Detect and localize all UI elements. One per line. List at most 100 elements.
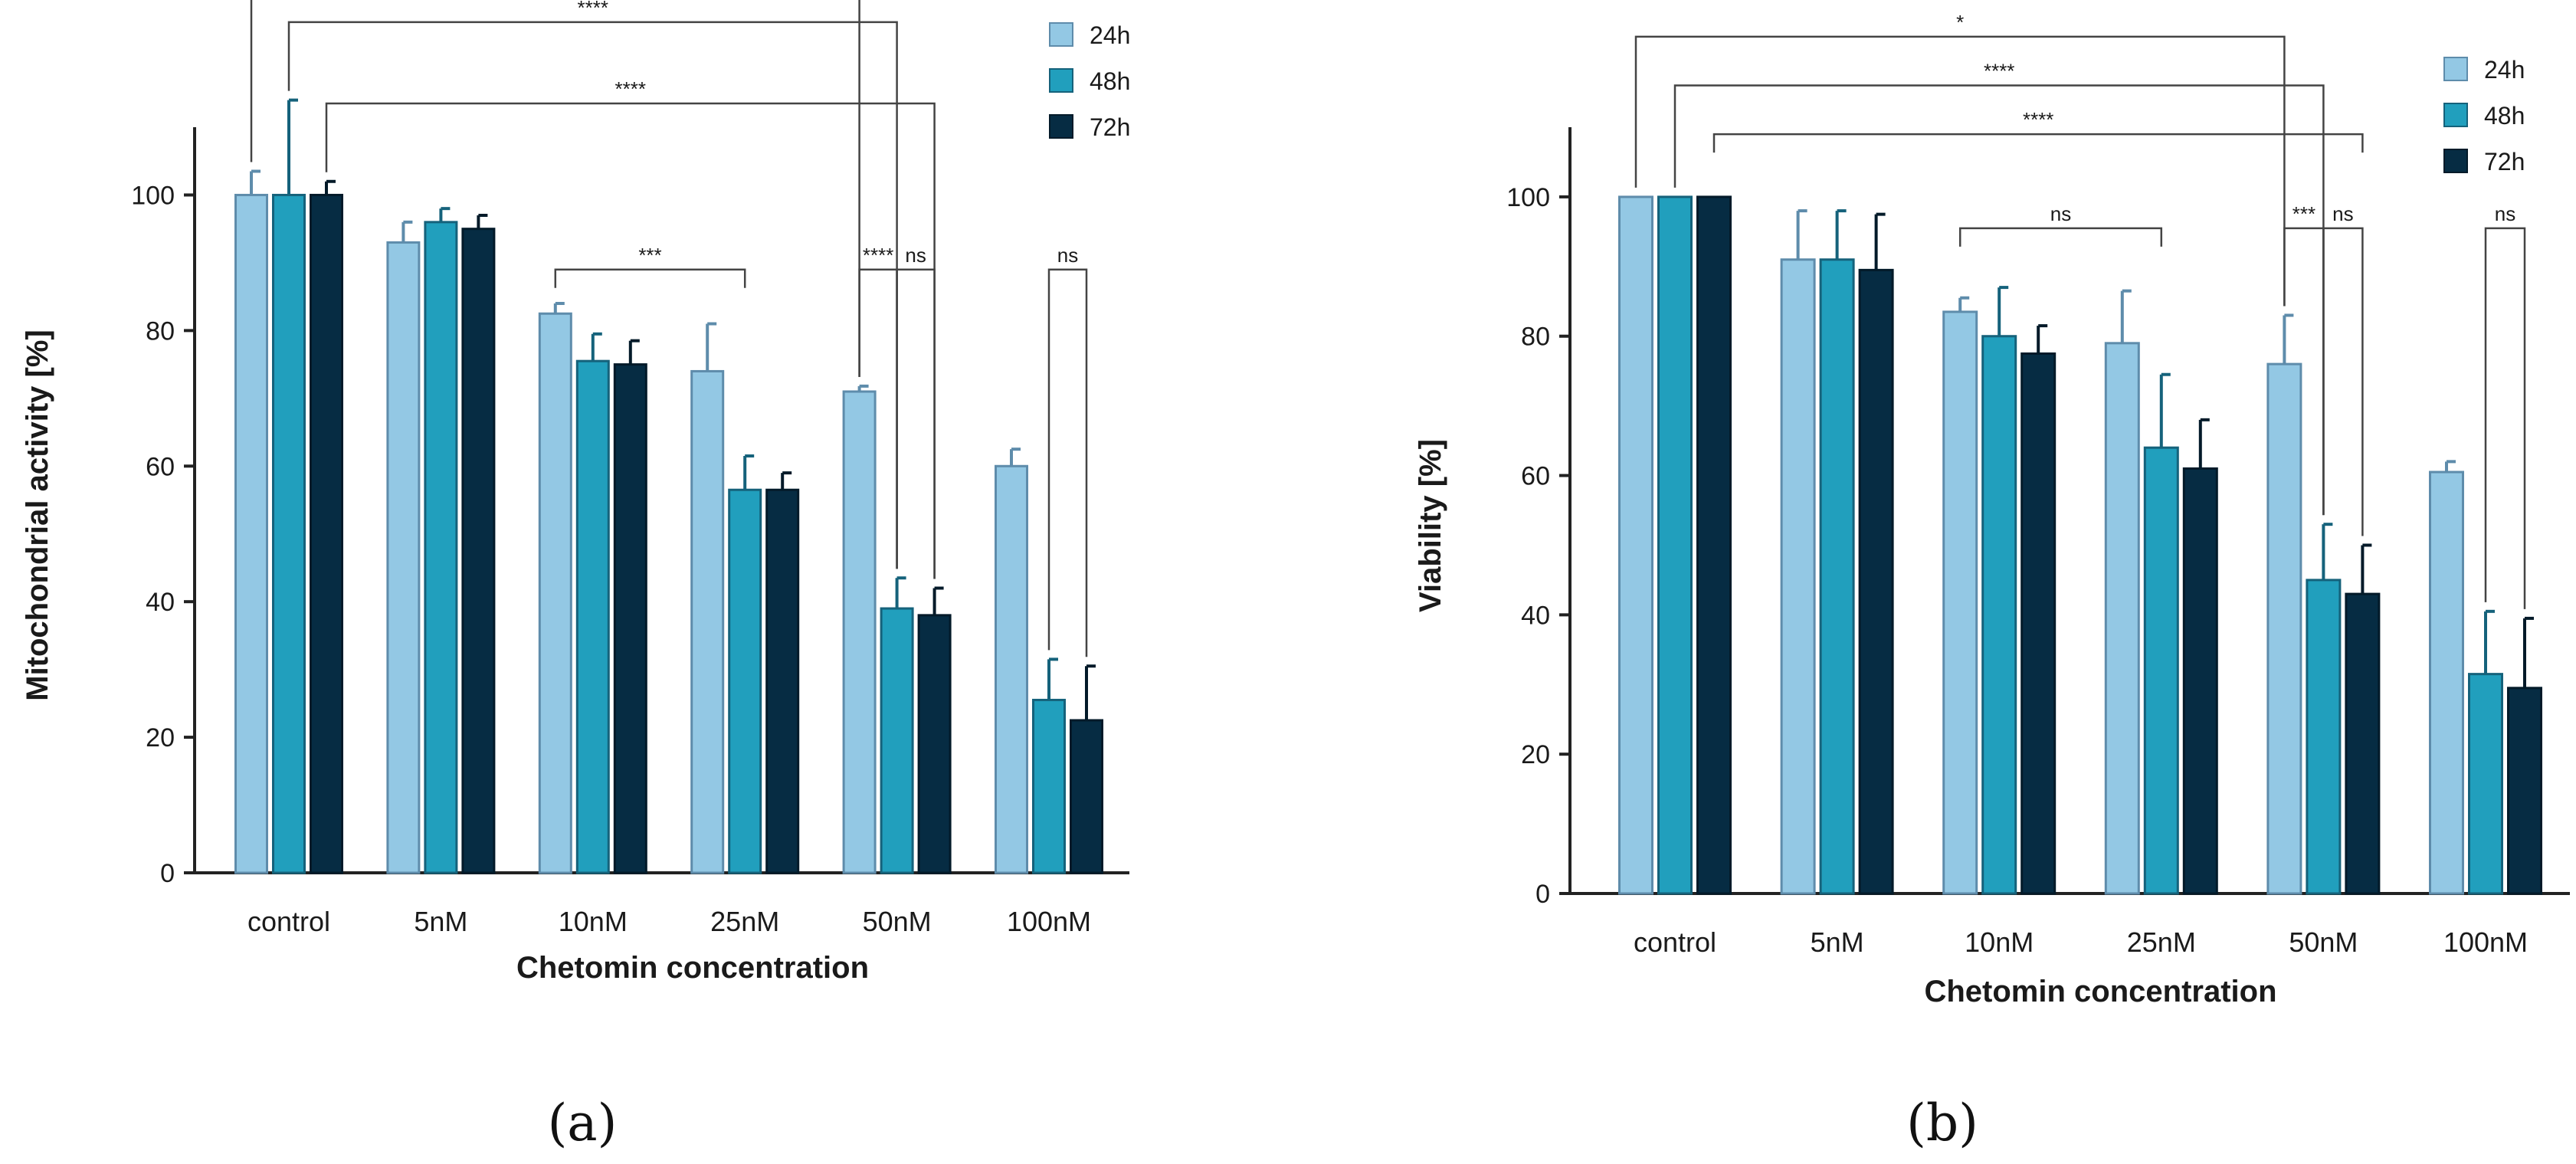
legend-label: 72h xyxy=(2484,148,2525,175)
x-tick-label: 10nM xyxy=(1965,926,2034,958)
bar xyxy=(234,193,268,874)
y-tick-label: 60 xyxy=(146,452,175,481)
significance-bracket xyxy=(2322,227,2364,536)
y-tick-label: 60 xyxy=(1521,462,1550,491)
bar xyxy=(690,369,725,874)
x-tick-label: 50nM xyxy=(863,906,932,937)
bar xyxy=(880,607,914,874)
bar xyxy=(728,488,762,874)
bar xyxy=(842,390,877,874)
bar xyxy=(995,464,1028,874)
x-tick-label: 50nM xyxy=(2289,926,2358,958)
significance-label: **** xyxy=(863,244,893,267)
significance-label: *** xyxy=(638,244,661,267)
legend-label: 48h xyxy=(2484,102,2525,130)
panel-label: (a) xyxy=(548,1094,618,1153)
x-tick-label: 100nM xyxy=(1007,906,1091,937)
significance-label: ns xyxy=(905,244,926,267)
bar xyxy=(2345,592,2381,895)
y-tick-label: 40 xyxy=(146,588,175,617)
legend-swatch xyxy=(1049,68,1073,93)
y-tick-label: 0 xyxy=(160,859,175,888)
bar xyxy=(2266,362,2302,895)
legend-swatch xyxy=(2443,57,2468,81)
bar xyxy=(1981,335,2017,895)
significance-bracket xyxy=(1634,35,2286,307)
y-tick-label: 100 xyxy=(1506,183,1550,212)
bar xyxy=(2306,579,2342,895)
bar xyxy=(461,228,496,874)
x-tick-label: 5nM xyxy=(414,906,467,937)
significance-bracket xyxy=(554,268,746,288)
significance-bracket xyxy=(2484,227,2526,609)
bar xyxy=(2104,342,2140,895)
chart-panel-a: 0 20 40 60 80 100 control 5nM 10nM 25nM 50nM 100nM M… xyxy=(21,0,1130,1153)
bar xyxy=(310,193,343,874)
bar xyxy=(765,488,800,874)
significance-bracket xyxy=(1712,133,2364,153)
x-tick-label: 25nM xyxy=(2127,926,2196,958)
bar xyxy=(272,193,306,874)
legend-swatch xyxy=(2443,149,2468,173)
legend-label: 72h xyxy=(1090,113,1130,141)
bar xyxy=(424,221,458,874)
bar xyxy=(917,614,952,874)
significance-bracket xyxy=(896,268,936,579)
legend-swatch xyxy=(1049,114,1073,139)
panel-label: (b) xyxy=(1906,1094,1978,1153)
bar xyxy=(1696,195,1732,895)
significance-label: ns xyxy=(2332,202,2353,225)
significance-label: ns xyxy=(2050,202,2071,225)
significance-bracket xyxy=(250,0,860,377)
bar xyxy=(1070,719,1103,874)
x-tick-label: control xyxy=(247,906,330,937)
x-axis-title: Chetomin concentration xyxy=(516,951,869,985)
x-tick-label: 10nM xyxy=(559,906,628,937)
x-tick-label: control xyxy=(1634,926,1716,958)
significance-label: **** xyxy=(578,0,608,19)
bar xyxy=(1032,698,1066,874)
significance-label: **** xyxy=(615,77,646,100)
bar xyxy=(2429,471,2464,895)
significance-label: ns xyxy=(1057,244,1078,267)
significance-label: **** xyxy=(1984,59,2014,82)
legend-label: 48h xyxy=(1090,67,1130,95)
bar xyxy=(2020,352,2057,895)
legend-label: 24h xyxy=(1090,21,1130,49)
y-tick-label: 0 xyxy=(1535,880,1550,909)
bar xyxy=(1780,258,1816,895)
y-tick-label: 80 xyxy=(146,316,175,346)
bar xyxy=(613,363,647,874)
bar xyxy=(2182,467,2218,895)
x-tick-label: 100nM xyxy=(2443,926,2528,958)
bar xyxy=(1657,195,1693,895)
significance-label: * xyxy=(1956,11,1964,34)
y-tick-label: 20 xyxy=(146,723,175,753)
y-tick-label: 80 xyxy=(1521,323,1550,352)
y-axis-title: Viability [%] xyxy=(1414,439,1447,612)
bar xyxy=(1858,268,1894,895)
bar xyxy=(575,359,610,874)
significance-label: ns xyxy=(2495,202,2515,225)
bar xyxy=(2468,673,2503,895)
bar xyxy=(2507,687,2542,895)
chart-panel-b: 0 20 40 60 80 100 control 5nM 10nM 25nM 50nM 100nM V… xyxy=(1414,11,2570,1153)
significance-label: *** xyxy=(2293,202,2315,225)
y-axis-title: Mitochondrial activity [%] xyxy=(21,330,54,701)
x-axis-title: Chetomin concentration xyxy=(1924,975,2276,1008)
bar xyxy=(1618,195,1653,895)
y-tick-label: 40 xyxy=(1521,601,1550,630)
x-tick-label: 25nM xyxy=(710,906,779,937)
significance-bracket xyxy=(1958,227,2163,247)
y-tick-label: 100 xyxy=(131,181,175,210)
legend-label: 24h xyxy=(2484,56,2525,84)
significance-label: **** xyxy=(2023,108,2053,131)
x-tick-label: 5nM xyxy=(1811,926,1864,958)
y-tick-label: 20 xyxy=(1521,740,1550,769)
bar xyxy=(538,312,572,874)
bar xyxy=(2143,446,2179,895)
bar xyxy=(1942,310,1978,895)
legend-swatch xyxy=(2443,103,2468,127)
